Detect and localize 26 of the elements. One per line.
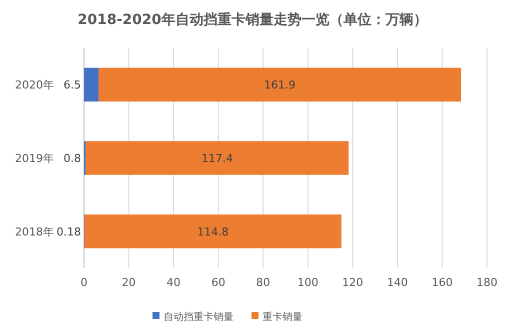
bar [84,68,99,102]
legend-label: 自动挡重卡销量 [164,311,234,323]
bar [84,214,342,248]
legend-label: 重卡销量 [262,311,302,323]
x-tick-label: 100 [297,276,318,289]
y-tick-label: 2019年 [15,152,54,165]
data-label: 0.8 [64,152,81,165]
x-tick-label: 120 [342,276,364,289]
data-label: 6.5 [64,78,81,92]
x-tick-label: 180 [476,276,498,289]
data-label: 117.4 [201,152,233,165]
x-tick-label: 60 [211,276,226,289]
bar [98,68,462,102]
chart-title: 2018-2020年自动挡重卡销量走势一览（单位：万辆） [78,12,428,28]
y-tick-label: 2018年 [15,225,54,238]
x-tick-label: 160 [432,276,453,289]
data-label: 161.9 [264,78,296,92]
y-tick-label: 2020年 [15,78,54,92]
x-tick-label: 20 [122,276,136,289]
data-label: 0.18 [56,225,81,238]
x-tick-label: 140 [386,276,408,289]
x-tick-label: 40 [166,276,181,289]
x-tick-label: 80 [256,276,270,289]
x-tick-label: 0 [80,276,88,289]
data-label: 114.8 [197,225,229,238]
bar [86,141,349,175]
